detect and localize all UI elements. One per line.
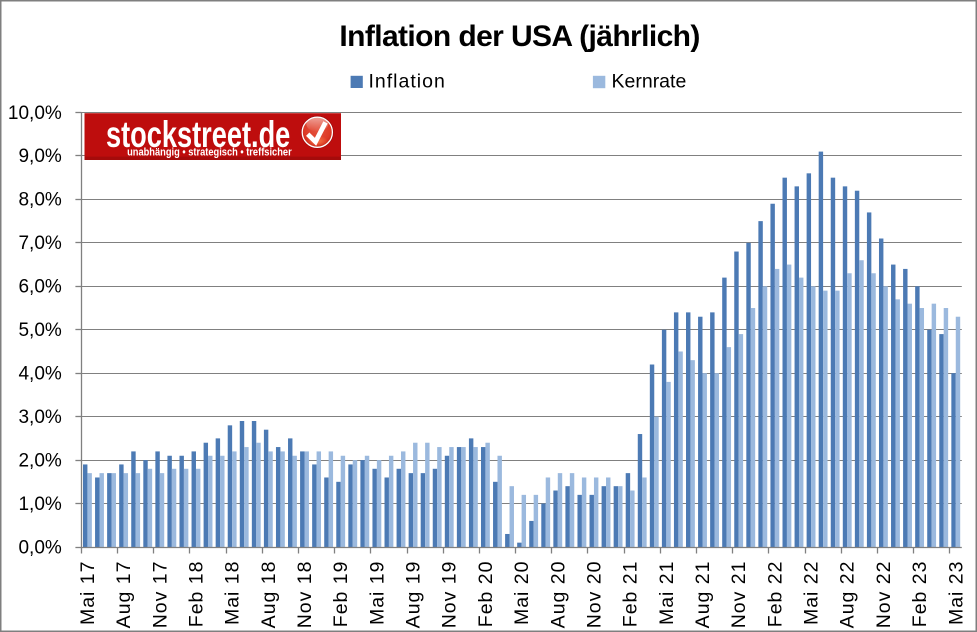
svg-text:Feb 18: Feb 18	[185, 561, 207, 628]
svg-text:Nov 19: Nov 19	[439, 561, 461, 629]
svg-text:Inflation der USA (jährlich): Inflation der USA (jährlich)	[339, 20, 699, 53]
svg-text:10,0%: 10,0%	[8, 103, 62, 124]
svg-text:Mai 18: Mai 18	[222, 561, 244, 626]
svg-text:0,0%: 0,0%	[18, 537, 61, 558]
svg-text:Feb 19: Feb 19	[330, 561, 352, 628]
svg-text:Aug 19: Aug 19	[403, 561, 425, 629]
svg-text:2,0%: 2,0%	[18, 450, 61, 471]
svg-text:1,0%: 1,0%	[18, 494, 61, 515]
svg-text:Nov 22: Nov 22	[873, 561, 895, 629]
svg-text:stockstreet.de: stockstreet.de	[106, 113, 290, 155]
svg-text:5,0%: 5,0%	[18, 320, 61, 341]
svg-text:Aug 18: Aug 18	[258, 561, 280, 629]
svg-text:Aug 21: Aug 21	[692, 561, 714, 629]
svg-text:9,0%: 9,0%	[18, 146, 61, 167]
svg-text:Mai 23: Mai 23	[945, 561, 967, 626]
svg-text:Aug 22: Aug 22	[837, 561, 859, 629]
svg-text:Nov 20: Nov 20	[583, 561, 605, 629]
svg-text:6,0%: 6,0%	[18, 277, 61, 298]
svg-text:Mai 17: Mai 17	[77, 561, 99, 626]
svg-text:Nov 18: Nov 18	[294, 561, 316, 629]
svg-text:Kernrate: Kernrate	[612, 71, 687, 93]
svg-text:Mai 20: Mai 20	[511, 561, 533, 626]
svg-text:Nov 17: Nov 17	[149, 561, 171, 629]
svg-text:Mai 21: Mai 21	[656, 561, 678, 626]
svg-text:7,0%: 7,0%	[18, 233, 61, 254]
svg-text:Mai 19: Mai 19	[366, 561, 388, 626]
svg-text:Aug 20: Aug 20	[547, 561, 569, 629]
svg-text:Aug 17: Aug 17	[113, 561, 135, 629]
svg-text:4,0%: 4,0%	[18, 364, 61, 385]
svg-text:Inflation: Inflation	[369, 71, 446, 93]
svg-text:Feb 22: Feb 22	[764, 561, 786, 628]
svg-text:Feb 23: Feb 23	[909, 561, 931, 628]
svg-text:Mai 22: Mai 22	[801, 561, 823, 626]
svg-text:Feb 21: Feb 21	[620, 561, 642, 628]
svg-text:3,0%: 3,0%	[18, 407, 61, 428]
svg-text:Feb 20: Feb 20	[475, 561, 497, 628]
svg-text:unabhängig • strategisch • tre: unabhängig • strategisch • treffsicher	[127, 147, 292, 159]
svg-text:Nov 21: Nov 21	[728, 561, 750, 629]
svg-text:8,0%: 8,0%	[18, 190, 61, 211]
